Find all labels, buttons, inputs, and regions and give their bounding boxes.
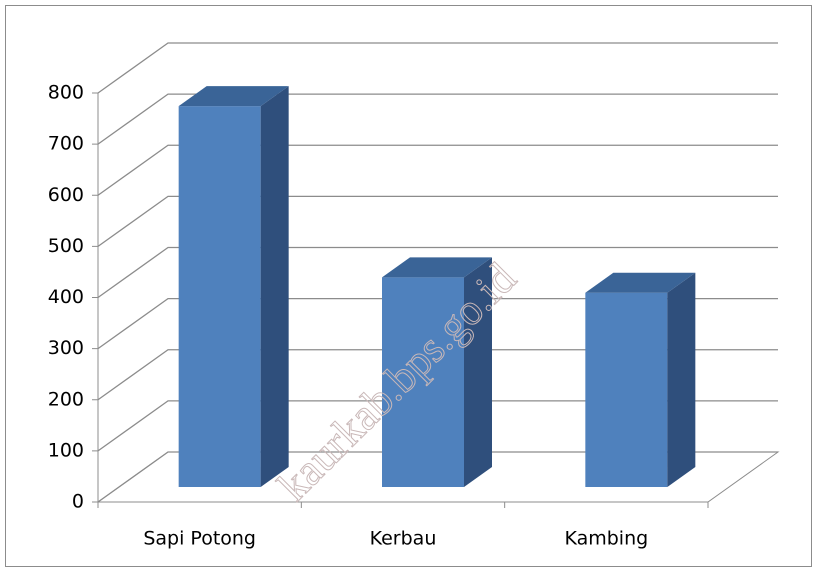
y-tick-label: 0: [72, 491, 84, 513]
x-tick-label: Kerbau: [370, 528, 437, 550]
y-tick-label: 100: [48, 439, 84, 461]
bar-side: [667, 272, 696, 487]
grid-line: [97, 246, 778, 299]
bar-front: [178, 106, 261, 488]
y-tick-label: 200: [48, 388, 84, 410]
bar: [178, 86, 289, 488]
grid-line: [97, 144, 778, 196]
bar-top: [382, 257, 492, 278]
grid-line: [97, 451, 778, 503]
x-tick-label: Sapi Potong: [143, 528, 256, 550]
x-tick-label: Kambing: [564, 528, 648, 550]
grid-line: [97, 195, 778, 247]
y-tick-label: 800: [48, 82, 84, 104]
y-tick-label: 600: [48, 184, 84, 206]
bar: [585, 272, 696, 487]
grid-line: [97, 349, 778, 401]
bar-front: [382, 277, 464, 487]
bar-side: [260, 86, 289, 488]
grid-line: [97, 93, 778, 145]
bar-front: [585, 292, 668, 487]
bar-top: [178, 86, 289, 107]
bar-top: [585, 272, 696, 293]
bar: [382, 257, 492, 487]
grid-line: [97, 400, 778, 452]
y-tick-label: 400: [48, 286, 84, 308]
grid-line: [97, 42, 778, 94]
y-tick-label: 300: [48, 337, 84, 359]
y-tick-label: 700: [48, 133, 84, 155]
grid-line: [97, 297, 778, 350]
bar-side: [464, 257, 492, 487]
y-tick-label: 500: [48, 235, 84, 257]
